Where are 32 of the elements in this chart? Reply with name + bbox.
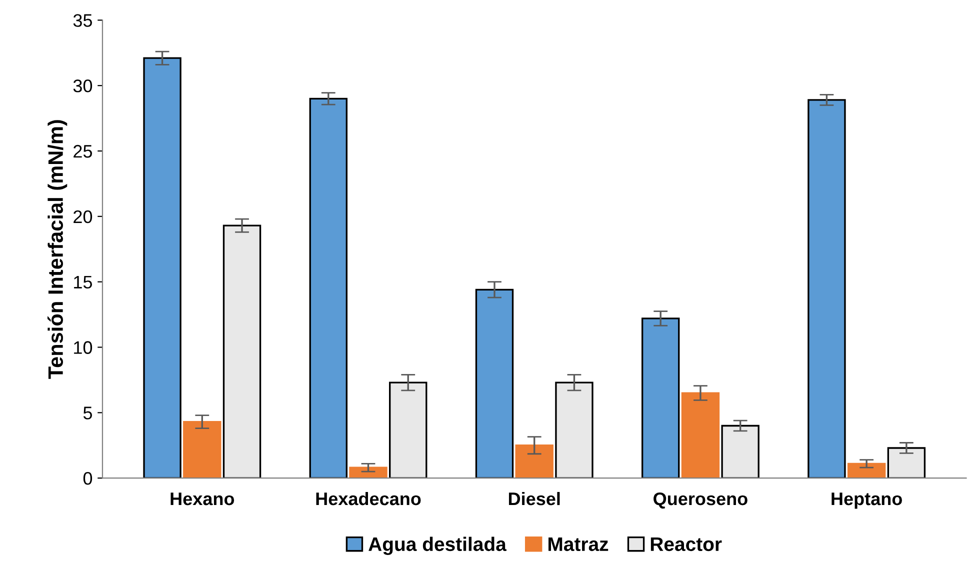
x-tick-label: Diesel [508, 492, 560, 506]
x-tick-label: Hexadecano [316, 492, 421, 506]
bar [808, 99, 846, 478]
legend-label: Reactor [650, 538, 722, 552]
bar [847, 462, 886, 478]
y-axis-title: Tensión Interfacial (mN/m) [48, 120, 68, 379]
y-tick-label: 25 [74, 144, 92, 158]
bar [309, 98, 348, 478]
bar [183, 420, 222, 478]
bar [515, 444, 554, 478]
y-tick-label: 5 [83, 406, 92, 420]
bar [721, 424, 760, 478]
y-tick-label: 30 [73, 80, 92, 92]
bar [641, 318, 680, 478]
bar [389, 382, 428, 478]
bar [887, 447, 926, 478]
y-tick-label: 10 [74, 341, 92, 354]
bar [222, 224, 262, 478]
bar [475, 288, 514, 478]
bar [555, 382, 594, 478]
bar [349, 466, 388, 478]
y-tick-label: 15 [74, 276, 92, 289]
legend-label: Matraz [548, 538, 608, 552]
bar [143, 57, 182, 478]
y-tick-label: 35 [73, 14, 92, 27]
y-tick-label: 0 [83, 472, 92, 485]
x-tick-label: Hexano [170, 492, 234, 506]
x-tick-label: Heptano [832, 492, 902, 509]
y-tick-label: 20 [74, 210, 92, 224]
legend-label: Agua destilada [368, 536, 507, 556]
x-tick-label: Queroseno [654, 492, 748, 509]
bar [681, 392, 720, 478]
